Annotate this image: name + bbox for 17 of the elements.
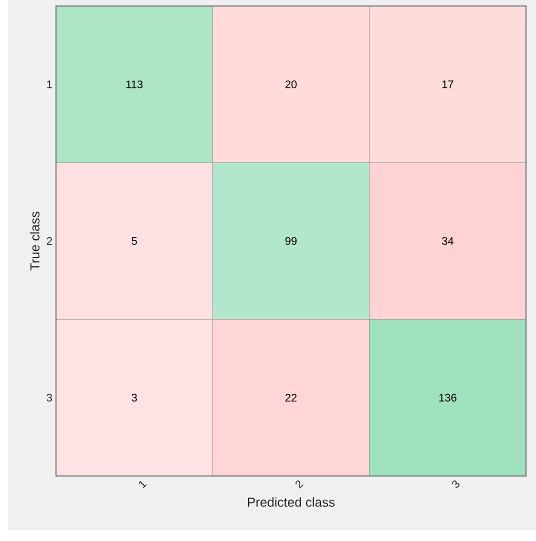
data-label: 5 bbox=[132, 237, 137, 245]
data-label: 34 bbox=[442, 237, 454, 245]
x-axis-title: Predicted class bbox=[248, 497, 335, 507]
data-label: 113 bbox=[126, 80, 143, 88]
data-label: 99 bbox=[285, 237, 297, 245]
data-label: 20 bbox=[285, 80, 297, 88]
y-tick-label: 2 bbox=[46, 237, 52, 245]
x-tick-label: 2 bbox=[296, 480, 304, 489]
data-label: 3 bbox=[132, 394, 137, 402]
y-tick-label: 1 bbox=[47, 80, 52, 88]
data-label: 136 bbox=[439, 394, 456, 402]
data-label: 22 bbox=[285, 394, 297, 402]
x-tick-label: 1 bbox=[139, 480, 147, 488]
y-axis-title: True class bbox=[30, 212, 40, 270]
x-tick-label: 3 bbox=[452, 480, 460, 488]
y-tick-label: 3 bbox=[46, 394, 52, 402]
data-label: 17 bbox=[442, 80, 454, 88]
